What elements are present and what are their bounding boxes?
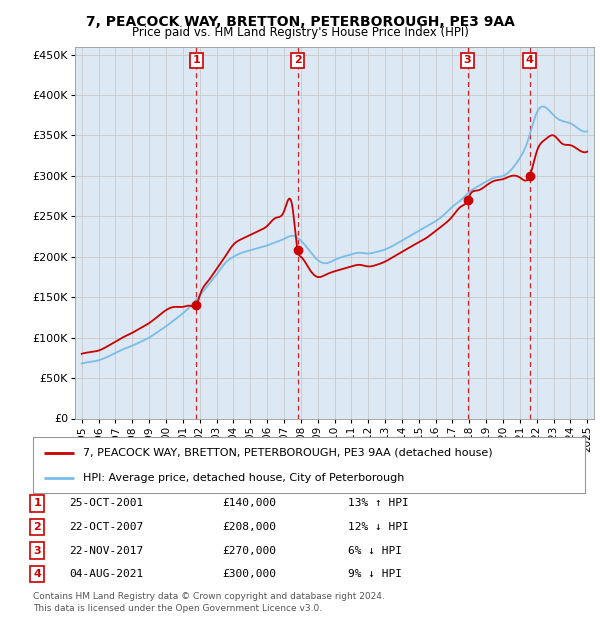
Text: 04-AUG-2021: 04-AUG-2021	[69, 569, 143, 579]
Text: £300,000: £300,000	[222, 569, 276, 579]
Text: 3: 3	[34, 546, 41, 556]
Text: 7, PEACOCK WAY, BRETTON, PETERBOROUGH, PE3 9AA (detached house): 7, PEACOCK WAY, BRETTON, PETERBOROUGH, P…	[83, 448, 493, 458]
Text: 4: 4	[526, 55, 534, 65]
Text: £140,000: £140,000	[222, 498, 276, 508]
Text: 7, PEACOCK WAY, BRETTON, PETERBOROUGH, PE3 9AA: 7, PEACOCK WAY, BRETTON, PETERBOROUGH, P…	[86, 16, 514, 30]
Text: 13% ↑ HPI: 13% ↑ HPI	[348, 498, 409, 508]
Text: 6% ↓ HPI: 6% ↓ HPI	[348, 546, 402, 556]
Text: 4: 4	[33, 569, 41, 579]
Text: This data is licensed under the Open Government Licence v3.0.: This data is licensed under the Open Gov…	[33, 603, 322, 613]
Text: 1: 1	[34, 498, 41, 508]
Text: 9% ↓ HPI: 9% ↓ HPI	[348, 569, 402, 579]
Text: 3: 3	[464, 55, 472, 65]
Text: £208,000: £208,000	[222, 522, 276, 532]
Text: Price paid vs. HM Land Registry's House Price Index (HPI): Price paid vs. HM Land Registry's House …	[131, 26, 469, 39]
Text: HPI: Average price, detached house, City of Peterborough: HPI: Average price, detached house, City…	[83, 474, 404, 484]
Text: 1: 1	[193, 55, 200, 65]
Text: Contains HM Land Registry data © Crown copyright and database right 2024.: Contains HM Land Registry data © Crown c…	[33, 592, 385, 601]
Text: 22-OCT-2007: 22-OCT-2007	[69, 522, 143, 532]
Text: 2: 2	[34, 522, 41, 532]
Text: 2: 2	[294, 55, 301, 65]
Text: 12% ↓ HPI: 12% ↓ HPI	[348, 522, 409, 532]
Text: £270,000: £270,000	[222, 546, 276, 556]
Text: 22-NOV-2017: 22-NOV-2017	[69, 546, 143, 556]
Text: 25-OCT-2001: 25-OCT-2001	[69, 498, 143, 508]
